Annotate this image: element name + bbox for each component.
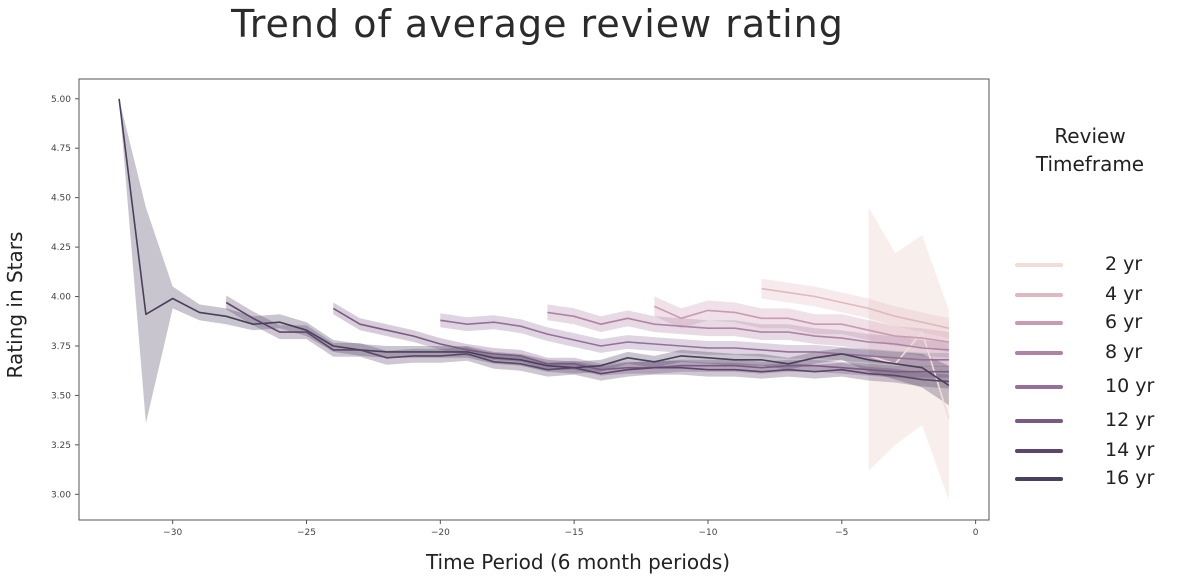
legend-label: 8 yr xyxy=(1105,341,1143,363)
legend-title: Review Timeframe xyxy=(1035,124,1145,176)
y-axis-ticks: 3.00 3.25 3.50 3.75 4.00 4.25 4.50 4.75 5.00 xyxy=(51,95,79,500)
y-tick-label: 3.00 xyxy=(51,490,71,500)
y-tick-label: 5.00 xyxy=(51,95,71,105)
plot-area-frame xyxy=(78,78,990,521)
band-14yr xyxy=(226,295,949,389)
legend-item: 6 yr xyxy=(1005,311,1175,335)
y-tick-label: 3.50 xyxy=(51,391,71,401)
legend-label: 2 yr xyxy=(1105,253,1143,275)
band-10yr xyxy=(440,313,949,367)
legend-label: 10 yr xyxy=(1105,375,1155,397)
legend-label: 14 yr xyxy=(1105,439,1155,461)
band-4yr xyxy=(761,278,949,339)
legend-item: 14 yr xyxy=(1005,439,1175,463)
x-tick-label: −25 xyxy=(297,528,316,538)
legend-item: 2 yr xyxy=(1005,253,1175,277)
y-tick-label: 4.00 xyxy=(51,293,71,303)
y-tick-label: 3.75 xyxy=(51,342,71,352)
legend-label: 4 yr xyxy=(1105,283,1143,305)
legend-swatch xyxy=(1015,385,1063,389)
legend-item: 12 yr xyxy=(1005,409,1175,433)
series-line-4yr xyxy=(761,287,950,329)
legend-swatch xyxy=(1015,449,1063,453)
band-2yr xyxy=(868,207,949,501)
band-6yr xyxy=(654,296,949,352)
series-line-2yr xyxy=(868,331,950,420)
legend-swatch xyxy=(1015,321,1063,325)
legend-swatch xyxy=(1015,293,1063,297)
chart-title: Trend of average review rating xyxy=(231,2,844,46)
legend-swatch xyxy=(1015,419,1063,423)
legend-item: 8 yr xyxy=(1005,341,1175,365)
y-tick-label: 3.25 xyxy=(51,441,71,451)
band-12yr xyxy=(333,302,949,378)
x-tick-label: −5 xyxy=(835,528,848,538)
y-axis-label: Rating in Stars xyxy=(3,232,27,379)
legend-label: 6 yr xyxy=(1105,311,1143,333)
legend-label: 16 yr xyxy=(1105,467,1155,489)
legend-item: 10 yr xyxy=(1005,375,1175,399)
x-axis-ticks: −30 −25 −20 −15 −10 −5 0 xyxy=(163,520,979,538)
series-line-6yr xyxy=(654,305,950,343)
series-line-12yr xyxy=(332,307,949,373)
series-line-16yr xyxy=(118,98,950,387)
x-tick-label: −10 xyxy=(698,528,717,538)
x-tick-label: 0 xyxy=(973,528,979,538)
x-tick-label: −30 xyxy=(163,528,182,538)
confidence-bands xyxy=(119,98,949,501)
series-line-8yr xyxy=(547,311,949,351)
band-8yr xyxy=(547,304,949,358)
y-tick-label: 4.25 xyxy=(51,243,71,253)
y-tick-label: 4.75 xyxy=(51,144,71,154)
legend-swatch xyxy=(1015,263,1063,267)
legend-label: 12 yr xyxy=(1105,409,1155,431)
series-line-10yr xyxy=(440,319,949,361)
legend-item: 16 yr xyxy=(1005,467,1175,491)
x-tick-label: −20 xyxy=(431,528,450,538)
y-tick-label: 4.50 xyxy=(51,194,71,204)
legend: Review Timeframe 2 yr 4 yr 6 yr 8 yr 10 yr 12… xyxy=(1005,122,1175,489)
x-tick-label: −15 xyxy=(565,528,584,538)
legend-swatch xyxy=(1015,351,1063,355)
x-axis-label: Time Period (6 month periods) xyxy=(425,550,730,574)
legend-item: 4 yr xyxy=(1005,283,1175,307)
series-lines xyxy=(118,98,950,420)
legend-swatch xyxy=(1015,477,1063,481)
series-line-14yr xyxy=(225,301,949,383)
